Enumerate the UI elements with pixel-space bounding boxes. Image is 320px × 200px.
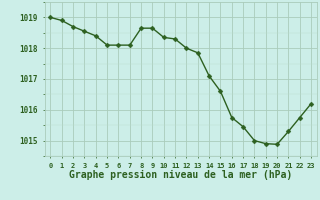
X-axis label: Graphe pression niveau de la mer (hPa): Graphe pression niveau de la mer (hPa) bbox=[69, 170, 292, 180]
